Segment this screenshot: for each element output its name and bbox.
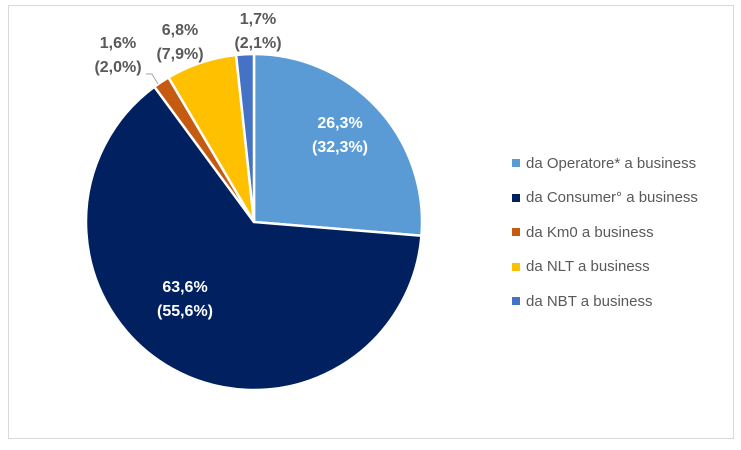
legend: da Operatore* a business da Consumer° a b… (512, 146, 698, 319)
legend-label: da NLT a business (526, 258, 650, 276)
legend-item: da Consumer° a business (512, 181, 698, 216)
legend-swatch (512, 262, 520, 271)
pie-slice (84, 84, 423, 392)
legend-swatch (512, 159, 520, 168)
data-sublabel: (2,1%) (234, 35, 281, 52)
legend-label: da Consumer° a business (526, 189, 698, 207)
legend-swatch (512, 297, 520, 306)
pie-slice (234, 52, 256, 223)
legend-item: da Km0 a business (512, 215, 698, 250)
data-sublabel: (32,3%) (312, 139, 368, 156)
leader-line (146, 73, 159, 85)
legend-item: da NBT a business (512, 284, 698, 319)
data-label: 1,7% (240, 11, 276, 28)
legend-swatch (512, 228, 520, 237)
data-label: 63,6% (162, 279, 207, 296)
data-label: 1,6% (100, 35, 136, 52)
legend-label: da Km0 a business (526, 223, 654, 241)
chart-frame (8, 5, 734, 439)
data-sublabel: (7,9%) (156, 46, 203, 63)
legend-label: da NBT a business (526, 292, 653, 310)
legend-item: da NLT a business (512, 250, 698, 285)
pie-slice (252, 52, 424, 238)
legend-label: da Operatore* a business (526, 154, 697, 172)
data-label: 6,8% (162, 22, 198, 39)
data-sublabel: (2,0%) (94, 59, 141, 76)
legend-item: da Operatore* a business (512, 146, 698, 181)
data-sublabel: (55,6%) (157, 303, 213, 320)
legend-swatch (512, 193, 520, 202)
data-label: 26,3% (317, 115, 362, 132)
